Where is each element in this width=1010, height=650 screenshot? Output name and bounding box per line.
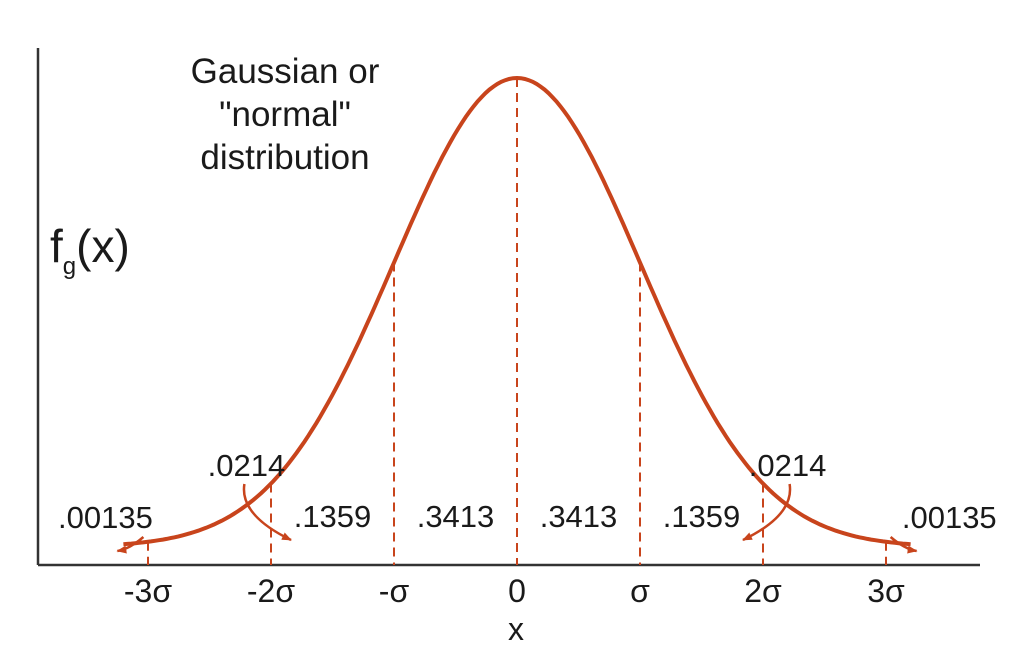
x-tick-label: -3σ: [124, 573, 172, 609]
tail-arrow: [889, 536, 918, 554]
tail-probability-label: .00135: [58, 500, 153, 535]
tail-arrow: [242, 483, 292, 542]
region-probability-label: .3413: [417, 499, 495, 534]
region-probability-label: .1359: [294, 499, 372, 534]
chart-title-line-3: distribution: [200, 138, 369, 177]
x-tick-label: -σ: [379, 573, 410, 609]
y-label-subscript: g: [63, 253, 76, 280]
region-probability-label: .3413: [540, 499, 618, 534]
y-label-argument: (x): [76, 220, 130, 272]
x-axis-label: x: [508, 611, 524, 647]
tail-probability-label: .0214: [749, 448, 827, 483]
y-label-main: f: [50, 220, 63, 272]
tail-arrow: [742, 483, 792, 542]
tail-probability-label: .0214: [208, 448, 286, 483]
chart-title-line-2: "normal": [219, 95, 351, 134]
x-tick-label: 3σ: [867, 573, 905, 609]
region-probability-label: .1359: [663, 499, 741, 534]
gaussian-curve: [123, 75, 911, 547]
y-axis-label: fg(x): [50, 220, 130, 280]
x-tick-label: 0: [508, 573, 526, 609]
tail-probability-label: .00135: [902, 500, 997, 535]
x-tick-label: 2σ: [744, 573, 782, 609]
x-tick-label: -2σ: [247, 573, 295, 609]
x-tick-label: σ: [630, 573, 650, 609]
tail-arrow: [116, 536, 145, 554]
chart-title-line-1: Gaussian or: [191, 52, 380, 91]
